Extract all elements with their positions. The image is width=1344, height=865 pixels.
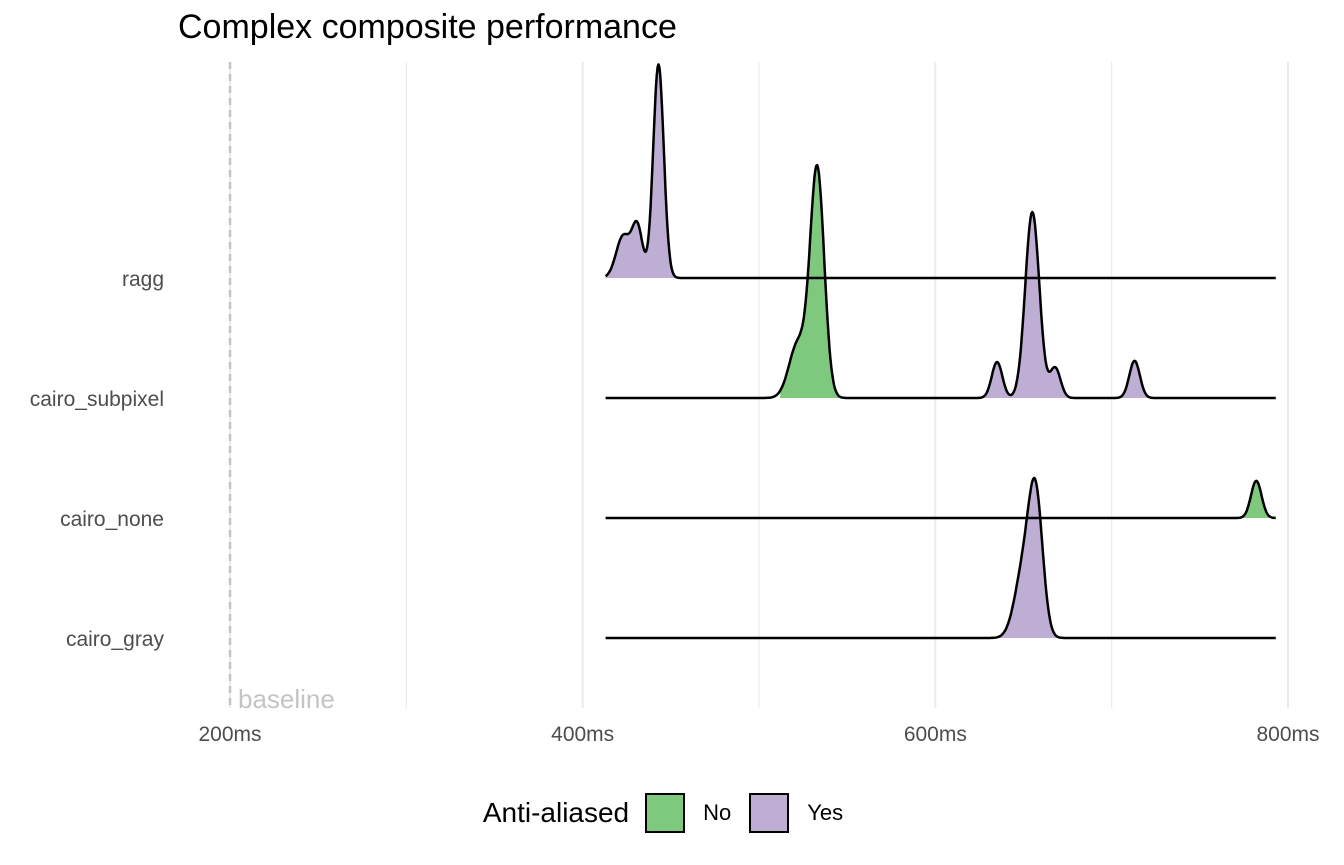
y-tick-label: ragg [122, 268, 164, 291]
x-tick-label: 800ms [1256, 723, 1319, 746]
ridge-outline-cairo_subpixel [605, 163, 1277, 400]
legend-item-yes: Yes [749, 793, 843, 833]
ridge-fill-cairo_subpixel-yes [974, 212, 1080, 398]
legend-label-yes: Yes [807, 800, 844, 825]
ridgeline-chart: baseline 200ms 400ms 600ms 800ms ragg cairo_su… [30, 62, 1320, 746]
legend-label-no: No [703, 800, 732, 825]
ridge-fill-cairo_gray-yes [997, 477, 1068, 638]
ridge-outline-cairo_none [605, 479, 1277, 520]
x-tick-label: 600ms [904, 723, 967, 746]
ridge-fill-cairo_none-no [1221, 480, 1276, 518]
y-tick-label: cairo_subpixel [30, 388, 164, 411]
y-tick-label: cairo_gray [66, 628, 165, 651]
x-tick-label: 400ms [551, 723, 614, 746]
baseline-label: baseline [238, 684, 335, 714]
ridge-outline-ragg [604, 63, 1277, 280]
legend-title: Anti-aliased [482, 797, 630, 828]
chart-title: Complex composite performance [178, 8, 677, 46]
ridge-fill-cairo_subpixel-yes [1102, 360, 1165, 398]
legend: Anti-aliased No Yes [0, 788, 1344, 838]
legend-key-no [645, 793, 686, 833]
x-tick-label: 200ms [198, 723, 261, 746]
ridge-outline-cairo_gray [605, 476, 1277, 640]
y-tick-label: cairo_none [60, 508, 164, 531]
legend-item-no: No [645, 793, 731, 833]
legend-key-yes [749, 793, 790, 833]
